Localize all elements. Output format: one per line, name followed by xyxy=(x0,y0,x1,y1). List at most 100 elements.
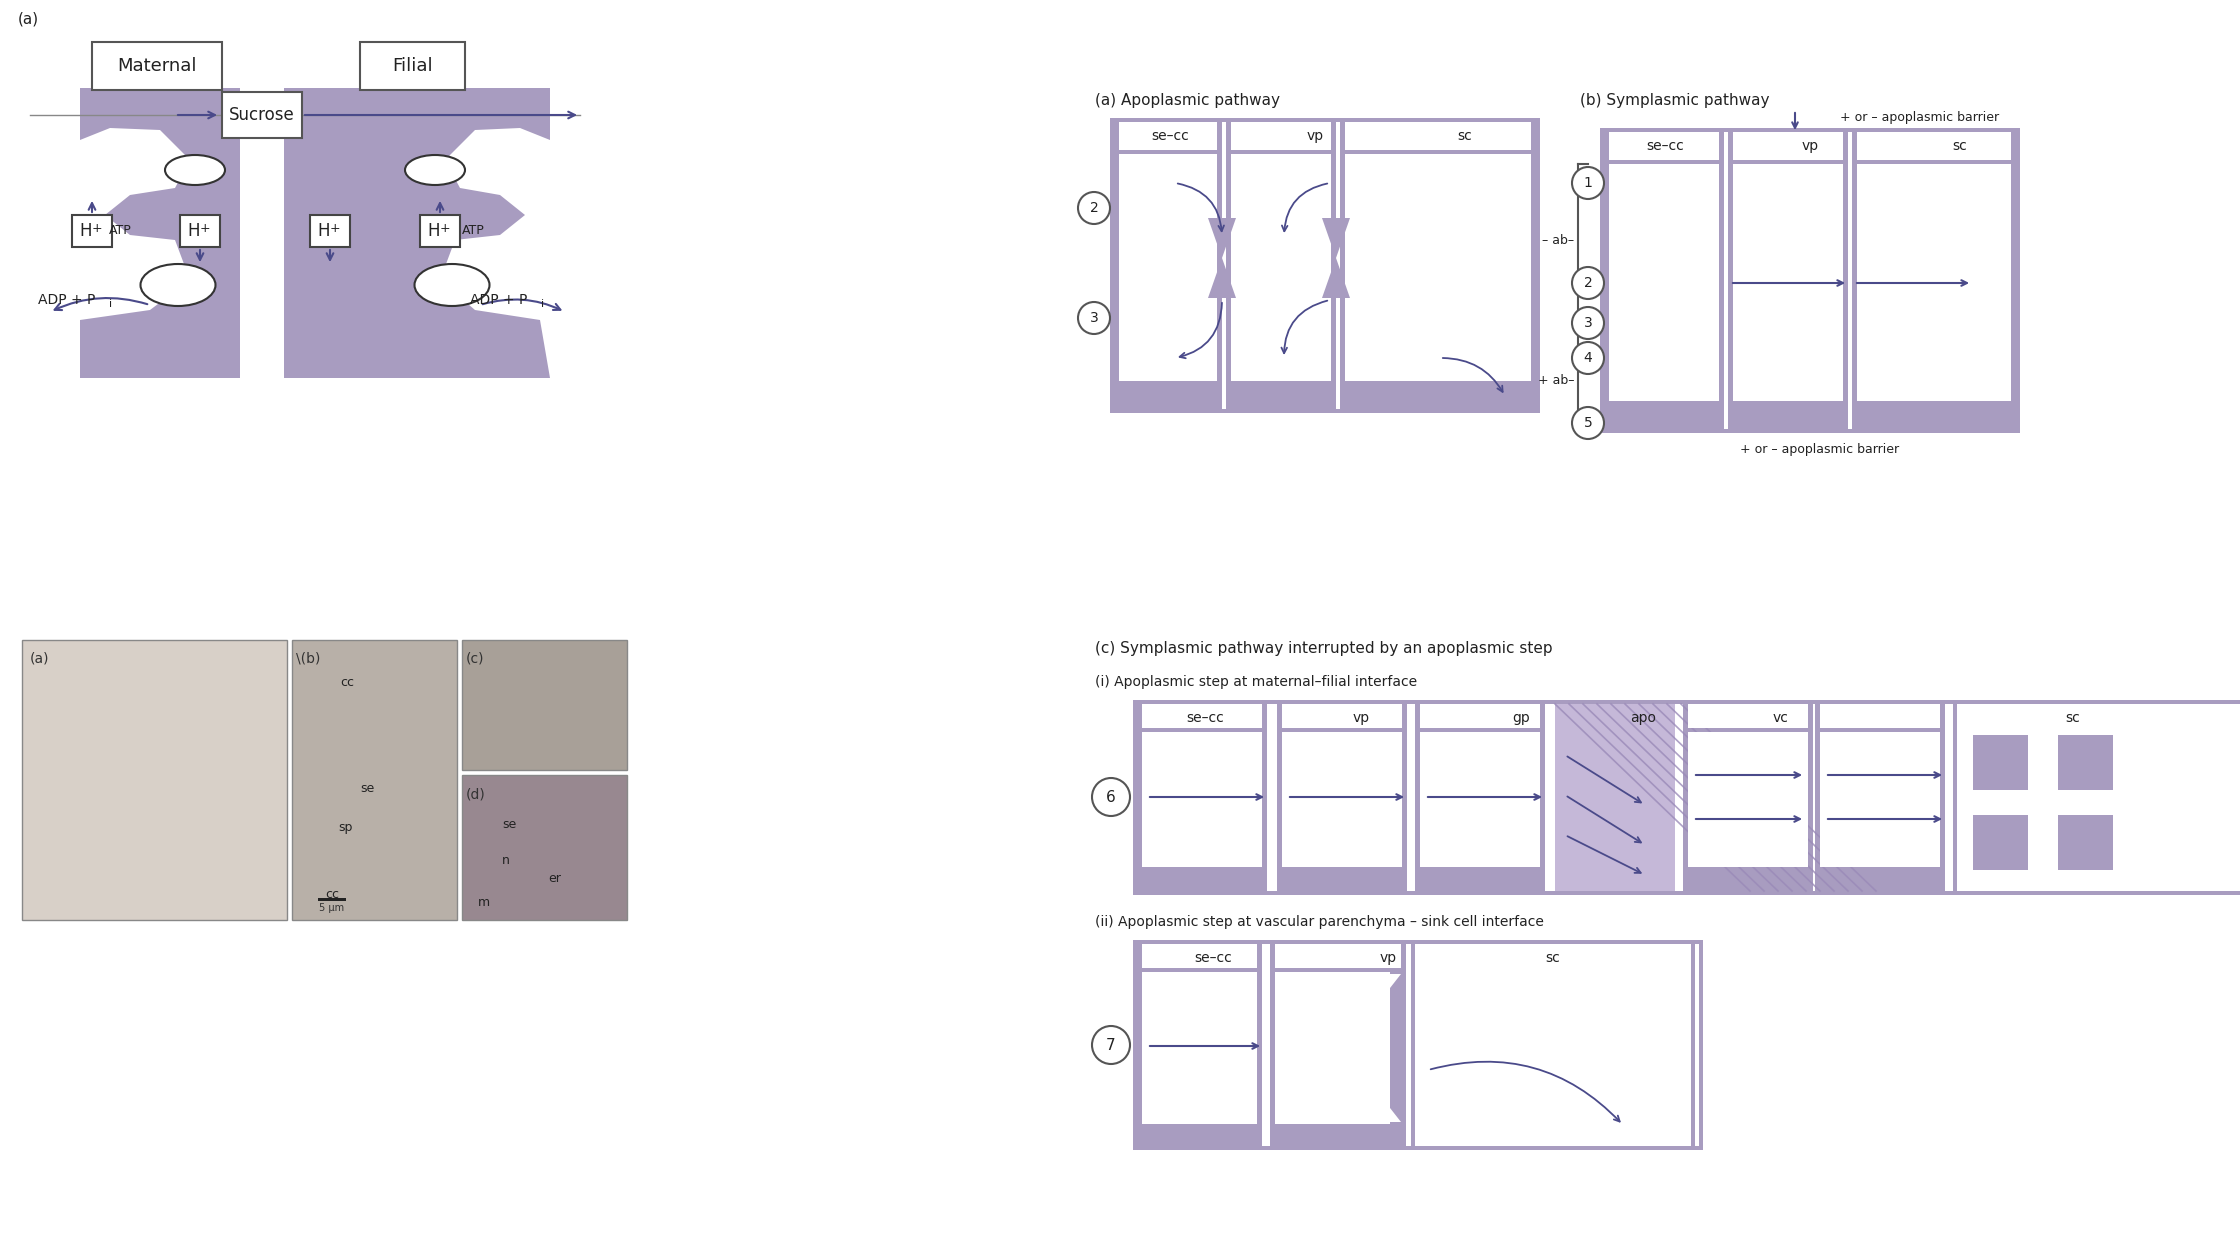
Text: ATP: ATP xyxy=(461,224,484,237)
Circle shape xyxy=(1572,307,1604,339)
Text: cc: cc xyxy=(340,675,354,688)
Bar xyxy=(1852,132,2016,428)
Bar xyxy=(318,898,345,901)
Text: se: se xyxy=(502,819,515,832)
Bar xyxy=(1958,704,2240,891)
Text: vp: vp xyxy=(1380,951,1396,965)
Bar xyxy=(1281,704,1402,728)
Text: +: + xyxy=(92,222,103,234)
Bar xyxy=(1138,944,1698,1147)
Text: 1: 1 xyxy=(1584,176,1593,190)
Text: Sucrose: Sucrose xyxy=(228,106,296,123)
Bar xyxy=(22,640,287,920)
Circle shape xyxy=(1093,1026,1129,1063)
Circle shape xyxy=(1572,407,1604,438)
Bar xyxy=(1682,704,1812,891)
Text: i: i xyxy=(542,299,544,309)
Text: m: m xyxy=(477,896,491,908)
Bar xyxy=(1608,132,1718,160)
Polygon shape xyxy=(287,88,551,378)
Text: i: i xyxy=(110,299,112,309)
Bar xyxy=(1416,704,1546,891)
Bar xyxy=(421,215,459,247)
Text: vp: vp xyxy=(1801,139,1819,152)
Text: 4: 4 xyxy=(1584,352,1593,365)
Bar xyxy=(1281,732,1402,867)
Text: + or – apoplasmic barrier: + or – apoplasmic barrier xyxy=(1841,111,2000,125)
Bar xyxy=(1225,122,1335,410)
Text: 3: 3 xyxy=(1584,316,1593,330)
Text: gp: gp xyxy=(1512,711,1530,724)
Text: 2: 2 xyxy=(1584,276,1593,290)
Bar xyxy=(1113,122,1537,410)
Bar xyxy=(309,215,349,247)
Text: +: + xyxy=(439,222,450,234)
Bar xyxy=(1344,154,1530,381)
Text: 6: 6 xyxy=(1107,790,1116,804)
Bar xyxy=(240,88,284,378)
Text: (a) Apoplasmic pathway: (a) Apoplasmic pathway xyxy=(1095,92,1279,107)
Ellipse shape xyxy=(166,155,224,185)
Text: H: H xyxy=(428,222,441,239)
Text: vc: vc xyxy=(1774,711,1790,724)
Bar xyxy=(1142,971,1257,1124)
Bar xyxy=(1286,944,1400,968)
Text: – ab–: – ab– xyxy=(1541,234,1575,247)
Bar xyxy=(1420,732,1541,867)
Text: se: se xyxy=(361,781,374,795)
Bar xyxy=(1142,944,1257,968)
Bar xyxy=(1340,122,1537,410)
Ellipse shape xyxy=(405,155,466,185)
Bar xyxy=(1734,132,1844,160)
Text: (a): (a) xyxy=(29,651,49,667)
Bar xyxy=(1138,944,1261,1147)
Bar xyxy=(1281,944,1407,1147)
Bar xyxy=(237,88,287,378)
Circle shape xyxy=(1077,192,1111,224)
Bar xyxy=(1727,132,1848,428)
Bar xyxy=(1270,944,1396,1147)
Bar xyxy=(461,775,627,920)
Bar xyxy=(1420,704,1541,728)
Bar xyxy=(1142,732,1261,867)
Bar xyxy=(1819,704,1940,728)
Ellipse shape xyxy=(414,265,491,306)
Text: Maternal: Maternal xyxy=(116,57,197,76)
Bar xyxy=(1113,122,1223,410)
Bar xyxy=(2059,735,2112,790)
Bar xyxy=(291,640,457,920)
Text: sp: sp xyxy=(338,822,352,834)
Bar xyxy=(1604,132,2016,428)
Bar xyxy=(461,640,627,770)
Bar xyxy=(1232,154,1331,381)
Text: H: H xyxy=(318,222,329,239)
Text: (d): (d) xyxy=(466,788,486,801)
Text: sc: sc xyxy=(1953,139,1967,152)
Text: ADP + P: ADP + P xyxy=(38,294,96,307)
Polygon shape xyxy=(81,88,237,378)
Text: apo: apo xyxy=(1631,711,1655,724)
Text: (c): (c) xyxy=(466,651,484,667)
Text: 5 μm: 5 μm xyxy=(320,903,345,914)
Bar xyxy=(222,92,302,139)
Bar xyxy=(1953,704,2240,891)
Bar xyxy=(1608,164,1718,401)
Polygon shape xyxy=(1322,218,1351,299)
Text: +: + xyxy=(329,222,340,234)
Bar xyxy=(1819,732,1940,867)
Circle shape xyxy=(1572,341,1604,374)
Text: (ii) Apoplasmic step at vascular parenchyma – sink cell interface: (ii) Apoplasmic step at vascular parench… xyxy=(1095,915,1543,929)
Bar xyxy=(1814,704,1944,891)
Text: 7: 7 xyxy=(1107,1037,1116,1052)
Text: (a): (a) xyxy=(18,13,38,26)
Text: sc: sc xyxy=(2065,711,2081,724)
Circle shape xyxy=(1572,168,1604,199)
Text: sc: sc xyxy=(1458,129,1472,142)
Text: 5: 5 xyxy=(1584,416,1593,430)
Bar xyxy=(1142,704,1261,728)
Text: + or – apoplasmic barrier: + or – apoplasmic barrier xyxy=(1740,442,1900,456)
Text: se–cc: se–cc xyxy=(1187,711,1223,724)
Bar xyxy=(92,42,222,89)
Text: +: + xyxy=(199,222,211,234)
Bar xyxy=(1599,129,2020,433)
